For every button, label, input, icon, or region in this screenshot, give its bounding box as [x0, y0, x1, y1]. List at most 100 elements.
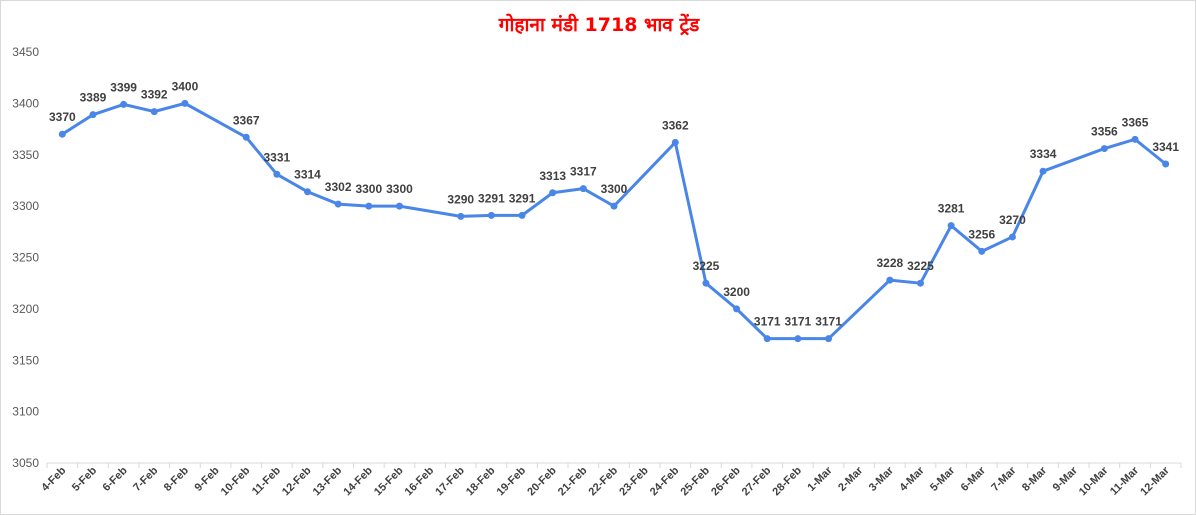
x-tick-label: 5-Feb [70, 464, 99, 493]
data-label: 3341 [1152, 140, 1179, 154]
y-tick-label: 3350 [12, 148, 39, 162]
y-tick-label: 3450 [12, 45, 39, 59]
x-tick-label: 11-Feb [250, 464, 283, 497]
data-label: 3270 [999, 213, 1026, 227]
x-tick-label: 28-Feb [770, 464, 804, 498]
data-point [947, 222, 955, 230]
data-label: 3389 [80, 91, 107, 105]
x-tick-label: 5-Mar [928, 464, 958, 494]
data-label: 3356 [1091, 125, 1118, 139]
x-tick-label: 27-Feb [740, 464, 774, 498]
data-label: 3392 [141, 88, 168, 102]
x-tick-label: 23-Feb [617, 464, 651, 498]
data-label: 3400 [172, 79, 199, 93]
data-point [457, 212, 465, 220]
data-label: 3171 [815, 315, 842, 329]
y-tick-label: 3050 [12, 456, 39, 470]
y-tick-label: 3250 [12, 251, 39, 265]
x-tick-label: 19-Feb [495, 464, 529, 498]
data-point [733, 305, 741, 313]
data-label: 3362 [662, 118, 689, 132]
data-label: 3291 [478, 191, 505, 205]
x-tick-label: 25-Feb [679, 464, 713, 498]
y-tick-label: 3400 [12, 96, 39, 110]
data-label: 3225 [907, 259, 934, 273]
data-label: 3171 [754, 315, 781, 329]
x-tick-label: 7-Feb [131, 464, 160, 493]
x-tick-label: 26-Feb [709, 464, 743, 498]
data-label: 3334 [1030, 147, 1057, 161]
data-label: 3291 [509, 191, 536, 205]
data-point [1008, 233, 1016, 241]
data-label: 3370 [49, 110, 76, 124]
x-tick-label: 7-Mar [989, 464, 1019, 494]
data-label: 3200 [723, 285, 750, 299]
data-point [58, 130, 66, 138]
chart-title: गोहाना मंडी 1718 भाव ट्रेंड [498, 14, 700, 36]
x-tick-label: 6-Feb [101, 464, 130, 493]
x-tick-label: 16-Feb [403, 464, 437, 498]
data-label: 3281 [938, 202, 965, 216]
x-tick-label: 11-Mar [1108, 464, 1142, 498]
x-tick-label: 10-Mar [1077, 464, 1111, 498]
data-point [978, 247, 986, 255]
data-point [518, 211, 526, 219]
data-label: 3313 [539, 169, 566, 183]
data-point [120, 100, 128, 108]
data-point [181, 99, 189, 107]
x-tick-label: 8-Mar [1020, 464, 1050, 494]
data-point [1039, 167, 1047, 175]
y-tick-label: 3100 [12, 405, 39, 419]
data-label: 3331 [264, 150, 291, 164]
data-point [1131, 135, 1139, 143]
x-tick-label: 1-Mar [805, 464, 835, 494]
data-point [89, 111, 97, 119]
x-tick-label: 18-Feb [464, 464, 498, 498]
data-point [763, 335, 771, 343]
x-tick-label: 24-Feb [648, 464, 682, 498]
data-label: 3171 [785, 315, 812, 329]
x-tick-label: 15-Feb [372, 464, 406, 498]
x-tick-label: 6-Mar [959, 464, 989, 494]
data-point [916, 279, 924, 287]
x-tick-label: 9-Feb [192, 464, 221, 493]
data-label: 3367 [233, 113, 260, 127]
data-label: 3290 [447, 192, 474, 206]
x-tick-label: 12-Mar [1138, 464, 1172, 498]
x-tick-label: 12-Feb [280, 464, 314, 498]
data-point [1162, 160, 1170, 168]
x-tick-label: 20-Feb [525, 464, 559, 498]
x-tick-label: 22-Feb [587, 464, 621, 498]
data-point [702, 279, 710, 287]
data-point [671, 138, 679, 146]
data-point [579, 185, 587, 193]
data-label: 3399 [110, 80, 137, 94]
x-tick-label: 13-Feb [311, 464, 345, 498]
x-tick-label: 21-Feb [556, 464, 590, 498]
data-point [334, 200, 342, 208]
x-tick-label: 4-Feb [39, 464, 68, 493]
data-point [242, 133, 250, 141]
data-label: 3256 [968, 227, 995, 241]
series-line [60, 101, 1168, 341]
x-tick-label: 4-Mar [897, 464, 927, 494]
y-tick-label: 3150 [12, 353, 39, 367]
x-tick-label: 14-Feb [341, 464, 375, 498]
data-point [1100, 145, 1108, 153]
data-point [273, 170, 281, 178]
x-tick-label: 10-Feb [219, 464, 253, 498]
data-label: 3300 [601, 182, 628, 196]
data-point [549, 189, 557, 197]
data-point [395, 202, 403, 210]
data-label: 3314 [294, 168, 321, 182]
data-point [794, 335, 802, 343]
data-point [150, 108, 158, 116]
data-point [304, 188, 312, 196]
data-point [365, 202, 373, 210]
data-label: 3302 [325, 180, 352, 194]
y-tick-label: 3300 [12, 199, 39, 213]
data-label: 3317 [570, 165, 597, 179]
data-point [825, 335, 833, 343]
